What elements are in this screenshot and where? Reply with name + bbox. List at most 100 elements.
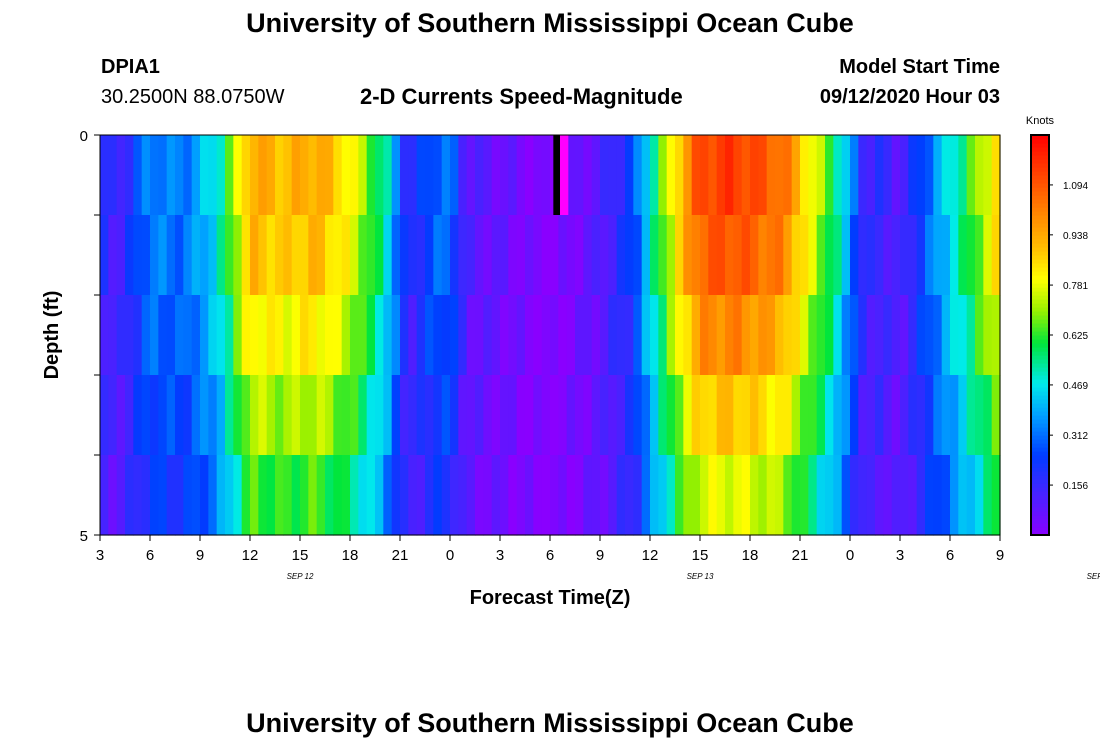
heatmap-cell — [533, 215, 543, 296]
anomaly-cell — [560, 135, 569, 215]
heatmap-cell — [133, 215, 143, 296]
heatmap-cell — [466, 135, 476, 216]
heatmap-cell — [466, 215, 476, 296]
heatmap-cell — [700, 215, 709, 296]
heatmap-cell — [516, 215, 526, 296]
heatmap-cell — [241, 215, 251, 296]
heatmap-cell — [525, 295, 534, 376]
heatmap-cell — [458, 455, 468, 536]
heatmap-cell — [550, 375, 559, 456]
heatmap-cell — [408, 375, 418, 456]
heatmap-cell — [341, 215, 351, 296]
heatmap-cell — [616, 375, 626, 456]
heatmap-cell — [925, 295, 934, 376]
heatmap-cell — [691, 295, 701, 376]
heatmap-cell — [866, 135, 876, 216]
heatmap-cell — [733, 295, 743, 376]
heatmap-cell — [191, 455, 201, 536]
colorbar-swatch — [1031, 515, 1049, 520]
colorbar-swatch — [1031, 283, 1049, 288]
heatmap-cell — [416, 455, 426, 536]
heatmap-cell — [558, 215, 568, 296]
heatmap-cell — [691, 215, 701, 296]
x-axis-label: Forecast Time(Z) — [470, 587, 631, 609]
heatmap-cell — [950, 375, 959, 456]
heatmap-cell — [325, 295, 334, 376]
heatmap-cell — [133, 295, 143, 376]
heatmap-cell — [175, 375, 184, 456]
heatmap-cell — [100, 455, 109, 536]
heatmap-cell — [391, 455, 401, 536]
heatmap-cell — [816, 215, 826, 296]
heatmap-cell — [125, 295, 134, 376]
heatmap-cell — [825, 295, 834, 376]
heatmap-cell — [950, 455, 959, 536]
heatmap-cell — [475, 375, 484, 456]
heatmap-cell — [525, 215, 534, 296]
heatmap-cell — [450, 455, 459, 536]
colorbar-swatch — [1031, 187, 1049, 192]
heatmap-cell — [883, 375, 893, 456]
colorbar-swatch — [1031, 307, 1049, 312]
heatmap-cell — [741, 375, 751, 456]
heatmap-cell — [383, 135, 393, 216]
heatmap-cell — [466, 295, 476, 376]
colorbar-swatch — [1031, 431, 1049, 436]
heatmap-cell — [625, 455, 634, 536]
heatmap-cell — [133, 135, 143, 216]
heatmap-cell — [858, 375, 868, 456]
x-tick-label: 6 — [946, 547, 954, 564]
colorbar-swatch — [1031, 239, 1049, 244]
colorbar-swatch — [1031, 503, 1049, 508]
heatmap-cell — [275, 295, 284, 376]
heatmap-cell — [258, 295, 268, 376]
heatmap-cell — [808, 295, 818, 376]
heatmap-cell — [533, 135, 543, 216]
heatmap-cell — [408, 135, 418, 216]
heatmap-cell — [566, 135, 576, 216]
heatmap-cell — [408, 455, 418, 536]
heatmap-cell — [366, 375, 376, 456]
heatmap-cell — [100, 135, 109, 216]
heatmap-cell — [683, 215, 693, 296]
heatmap-cell — [633, 295, 643, 376]
heatmap-cell — [191, 215, 201, 296]
heatmap-cell — [425, 375, 434, 456]
heatmap-cell — [725, 215, 734, 296]
heatmap-cell — [391, 135, 401, 216]
heatmap-cell — [125, 375, 134, 456]
heatmap-cell — [875, 375, 884, 456]
colorbar-swatch — [1031, 435, 1049, 440]
heatmap-cell — [383, 375, 393, 456]
heatmap-cell — [933, 295, 943, 376]
heatmap-cell — [183, 375, 193, 456]
heatmap-cell — [658, 215, 668, 296]
heatmap-cell — [391, 295, 401, 376]
colorbar-swatch — [1031, 387, 1049, 392]
colorbar-swatch — [1031, 495, 1049, 500]
colorbar-swatch — [1031, 491, 1049, 496]
model-start-label: Model Start Time — [839, 56, 1000, 78]
colorbar-swatch — [1031, 175, 1049, 180]
colorbar-swatch — [1031, 243, 1049, 248]
heatmap-cell — [791, 455, 801, 536]
heatmap-cell — [650, 455, 659, 536]
heatmap-cell — [691, 135, 701, 216]
colorbar-swatch — [1031, 195, 1049, 200]
heatmap-cell — [433, 215, 443, 296]
heatmap-cell — [375, 215, 384, 296]
x-tick-label: 18 — [342, 547, 359, 564]
heatmap-cell — [783, 295, 793, 376]
heatmap-cell — [758, 455, 768, 536]
heatmap-cell — [575, 375, 584, 456]
heatmap-cell — [866, 375, 876, 456]
heatmap-cell — [275, 215, 284, 296]
heatmap-cell — [100, 375, 109, 456]
heatmap-cell — [258, 215, 268, 296]
colorbar-swatch — [1031, 467, 1049, 472]
heatmap-cell — [641, 215, 651, 296]
heatmap-cell — [291, 215, 301, 296]
heatmap-cell — [858, 455, 868, 536]
colorbar-swatch — [1031, 303, 1049, 308]
heatmap-cell — [850, 295, 859, 376]
